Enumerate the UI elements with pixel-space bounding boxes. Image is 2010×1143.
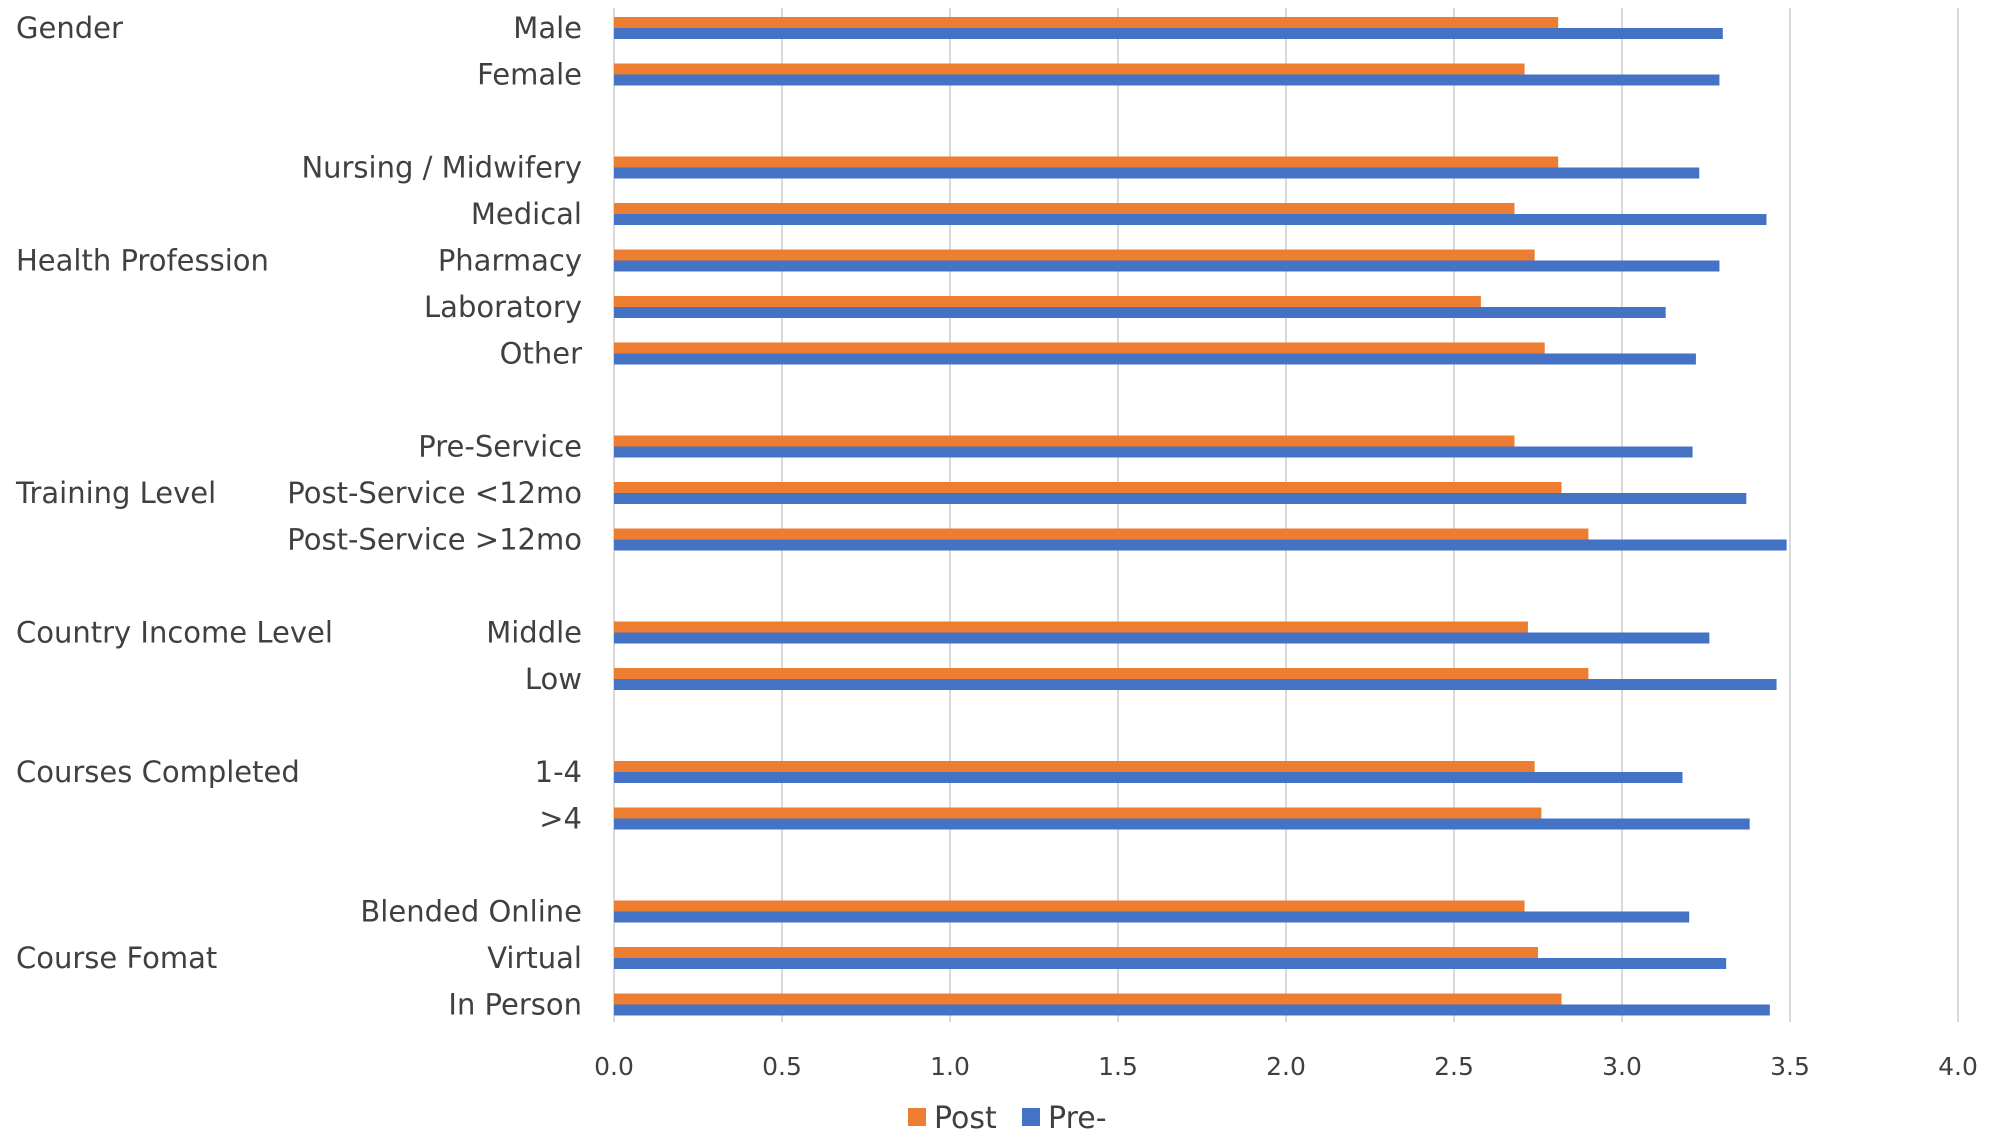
bar-post (614, 435, 1515, 447)
bar-pre (614, 632, 1710, 644)
group-label: Course Fomat (16, 941, 217, 975)
bar-post (614, 761, 1535, 772)
bar-post (614, 17, 1559, 28)
bar-post (614, 947, 1538, 958)
legend-swatch (908, 1108, 926, 1126)
legend-label: Pre- (1048, 1101, 1107, 1136)
bar-post (614, 621, 1528, 633)
group-label: Gender (16, 11, 123, 45)
bar-pre (614, 958, 1727, 969)
bar-pre (614, 679, 1777, 690)
x-tick-label: 1.5 (1098, 1052, 1138, 1081)
category-label: Other (500, 337, 582, 371)
bar-pre (614, 214, 1767, 225)
bar-post (614, 249, 1535, 261)
x-tick-label: 3.0 (1602, 1052, 1642, 1081)
bar-post (614, 203, 1515, 214)
x-tick-label: 4.0 (1938, 1052, 1978, 1081)
category-label: Pharmacy (438, 244, 582, 278)
bar-pre (614, 446, 1693, 458)
bar-pre (614, 911, 1690, 923)
bar-pre (614, 493, 1747, 504)
category-label: Middle (486, 616, 582, 650)
legend-label: Post (934, 1101, 997, 1136)
bar-post (614, 482, 1562, 493)
bar-post (614, 296, 1481, 307)
category-label: Post-Service >12mo (287, 523, 582, 557)
category-label: Low (525, 662, 582, 696)
bar-pre (614, 772, 1683, 783)
bar-post (614, 63, 1525, 75)
x-tick-label: 0.0 (594, 1052, 634, 1081)
legend: Post Pre- (908, 1101, 1107, 1136)
x-tick-label: 0.5 (762, 1052, 802, 1081)
category-label: Pre-Service (418, 430, 582, 464)
bar-pre (614, 307, 1666, 318)
x-tick-label: 1.0 (930, 1052, 970, 1081)
category-label: Post-Service <12mo (287, 476, 582, 510)
bars (614, 17, 1787, 1016)
group-label: Country Income Level (16, 616, 333, 650)
bar-post (614, 156, 1559, 168)
category-labels: Male Female Nursing / Midwifery Medical Phar… (15, 11, 582, 1022)
group-label: Courses Completed (16, 755, 300, 789)
category-label: Female (477, 58, 582, 92)
category-label: 1-4 (535, 755, 582, 789)
bar-pre (614, 818, 1750, 830)
bar-pre (614, 74, 1720, 86)
category-label: Virtual (487, 941, 582, 975)
x-tick-label: 2.0 (1266, 1052, 1306, 1081)
category-label: Nursing / Midwifery (301, 151, 582, 185)
x-axis: 0.0 0.5 1.0 1.5 2.0 2.5 3.0 3.5 4.0 (594, 1052, 1978, 1081)
bar-post (614, 668, 1589, 679)
bar-pre (614, 167, 1700, 179)
bar-pre (614, 539, 1787, 551)
bar-post (614, 342, 1545, 354)
group-label: Health Profession (16, 244, 269, 278)
category-label: Laboratory (424, 290, 582, 324)
category-label: Blended Online (360, 895, 582, 929)
legend-swatch (1022, 1108, 1040, 1126)
bar-pre (614, 1004, 1770, 1016)
bar-pre (614, 28, 1723, 39)
x-tick-label: 2.5 (1434, 1052, 1474, 1081)
category-label: >4 (539, 802, 582, 836)
bar-pre (614, 353, 1696, 365)
category-label: Medical (471, 197, 582, 231)
group-label: Training Level (15, 476, 216, 510)
bar-post (614, 900, 1525, 912)
x-tick-label: 3.5 (1770, 1052, 1810, 1081)
bar-post (614, 528, 1589, 540)
bar-post (614, 993, 1562, 1005)
bar-pre (614, 260, 1720, 272)
category-label: In Person (448, 988, 582, 1022)
category-label: Male (513, 11, 582, 45)
bar-post (614, 807, 1542, 819)
